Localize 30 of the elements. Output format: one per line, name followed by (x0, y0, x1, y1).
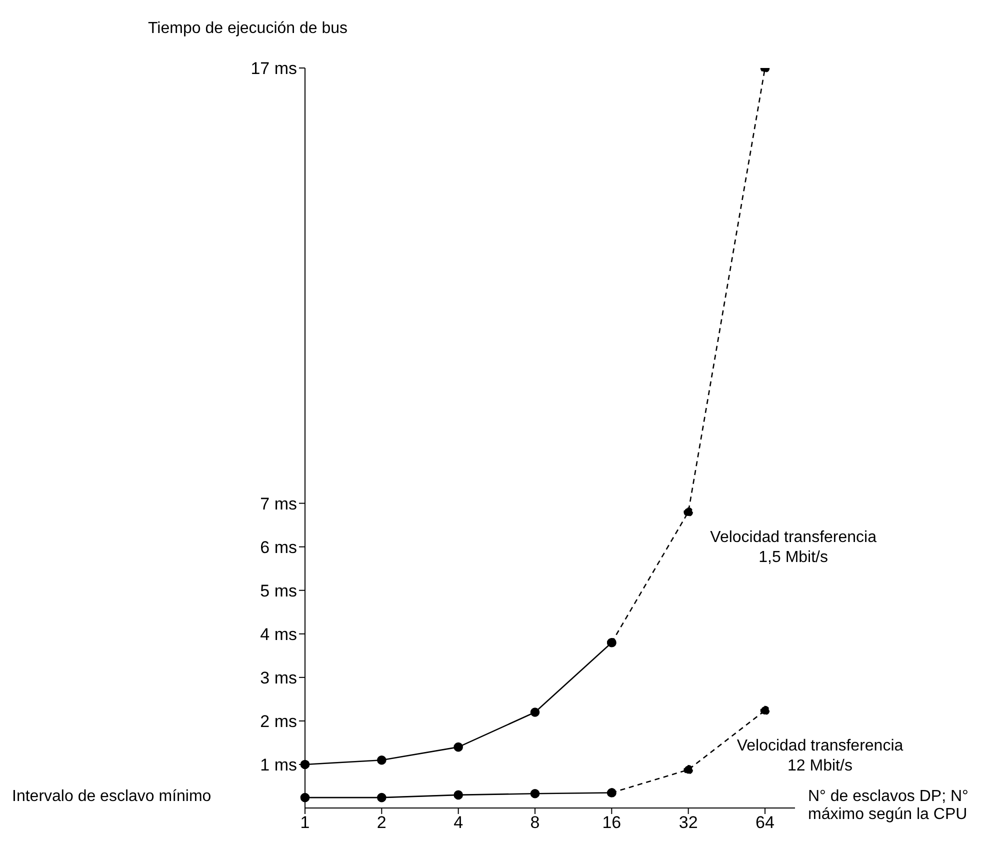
point (760, 706, 770, 716)
point (684, 507, 693, 517)
x-tick-label: 32 (678, 813, 698, 832)
point (530, 788, 540, 798)
y-tick-label: 5 ms (260, 581, 297, 600)
x-tick-label: 16 (602, 813, 622, 832)
series-label: Velocidad transferencia 1,5 Mbit/s (710, 529, 877, 566)
y-axis-title: Tiempo de ejecución de bus (148, 20, 348, 38)
y-tick-label: 3 ms (260, 668, 297, 688)
point (300, 792, 310, 802)
point (377, 792, 386, 802)
y-tick-label: 6 ms (260, 538, 297, 557)
x-tick-label: 64 (756, 813, 774, 832)
series-label: Velocidad transferencia 12 Mbit/s (736, 737, 904, 774)
point (377, 755, 386, 765)
y-tick-label: 7 ms (260, 494, 297, 514)
y-tick-label: 1 ms (260, 756, 297, 775)
x-tick-label: 2 (376, 813, 386, 832)
point (530, 708, 540, 717)
point (684, 765, 693, 774)
x-axis-title: N° de esclavos DP; N° máximo según la CPU (808, 788, 970, 824)
point (454, 790, 463, 800)
x-tick-label: 4 (454, 813, 464, 832)
y-tick-label: 17 ms (250, 59, 297, 78)
x-tick-label: 8 (530, 813, 540, 832)
annotation-text: Intervalo de esclavo mínimo (12, 788, 212, 806)
y-tick-label: 2 ms (260, 712, 297, 731)
point (454, 742, 463, 752)
y-tick-label: 4 ms (260, 624, 297, 644)
x-tick-label: 1 (300, 813, 310, 832)
